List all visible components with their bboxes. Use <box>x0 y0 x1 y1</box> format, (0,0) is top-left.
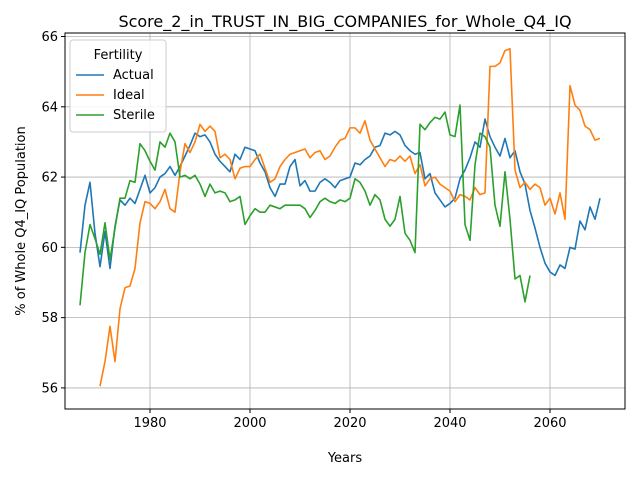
legend-title: Fertility <box>94 48 143 63</box>
legend-label-sterile: Sterile <box>113 108 155 123</box>
x-tick-label: 2020 <box>333 416 366 431</box>
x-tick-label: 1980 <box>133 416 166 431</box>
x-tick-label: 2040 <box>433 416 466 431</box>
y-tick-label: 60 <box>41 241 58 256</box>
legend: Fertility Actual Ideal Sterile <box>70 40 166 132</box>
y-tick-label: 56 <box>41 381 58 396</box>
y-tick-label: 66 <box>41 30 58 45</box>
x-axis-label: Years <box>327 451 363 466</box>
legend-label-actual: Actual <box>113 68 154 83</box>
y-tick-label: 58 <box>41 311 58 326</box>
y-tick-label: 62 <box>41 171 58 186</box>
x-tick-label: 2060 <box>533 416 566 431</box>
y-tick-label: 64 <box>41 100 58 115</box>
y-axis-label: % of Whole Q4_IQ Population <box>14 126 29 315</box>
legend-label-ideal: Ideal <box>113 88 145 103</box>
x-tick-label: 2000 <box>233 416 266 431</box>
chart-title: Score_2_in_TRUST_IN_BIG_COMPANIES_for_Wh… <box>118 12 571 32</box>
